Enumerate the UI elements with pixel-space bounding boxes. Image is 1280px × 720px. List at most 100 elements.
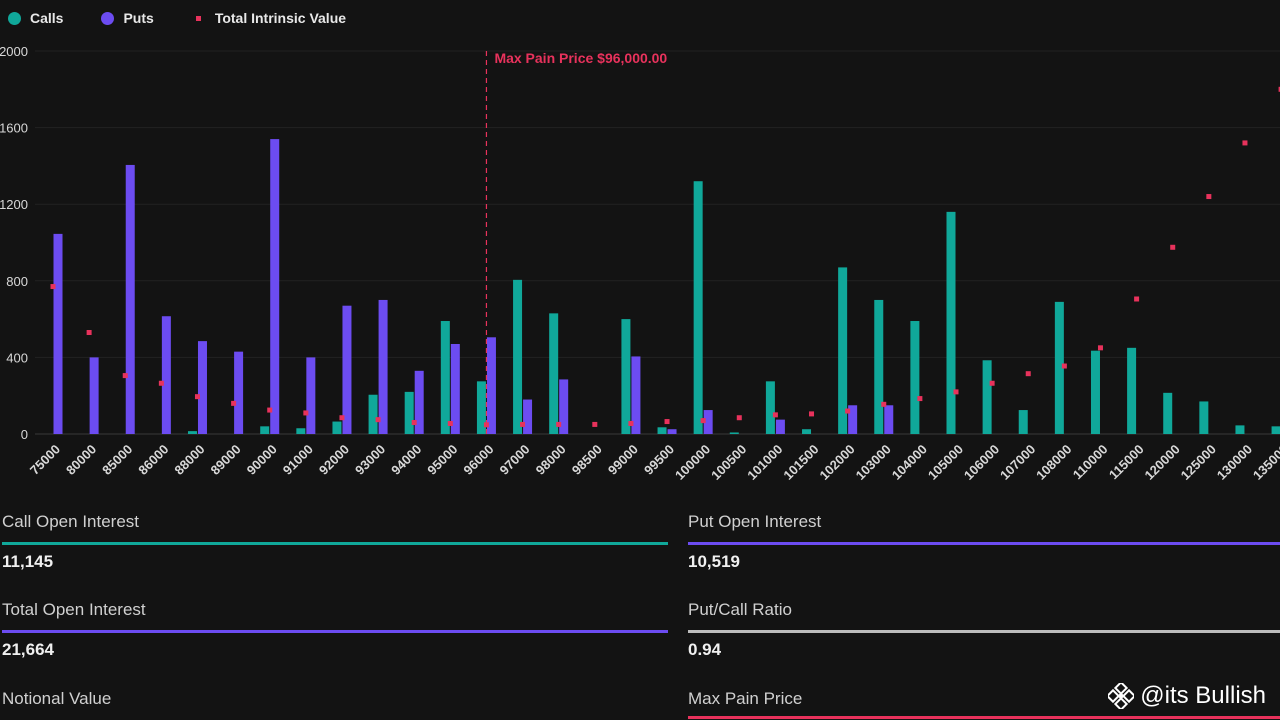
- call-bar: [874, 299, 884, 434]
- call-bar: [657, 427, 667, 434]
- put-bar: [631, 356, 641, 434]
- max-pain-label: Max Pain Price $96,000.00: [494, 50, 667, 66]
- x-tick-label: 120000: [1142, 442, 1183, 483]
- x-tick-label: 89000: [208, 442, 244, 478]
- call-bar: [1163, 392, 1173, 434]
- call-bar: [1235, 425, 1245, 434]
- intrinsic-point: [520, 421, 526, 427]
- intrinsic-point: [86, 330, 92, 336]
- y-tick-label: 2000: [0, 44, 28, 59]
- put-bar: [884, 405, 894, 434]
- x-tick-label: 95000: [424, 442, 460, 478]
- intrinsic-point: [845, 408, 851, 414]
- x-tick-label: 96000: [460, 442, 496, 478]
- stat-value: 11,145: [2, 552, 54, 571]
- intrinsic-point: [303, 410, 309, 416]
- stat-underline: [688, 542, 1280, 545]
- intrinsic-point: [50, 284, 56, 290]
- x-tick-label: 101500: [780, 442, 821, 483]
- y-tick-label: 1200: [0, 197, 28, 212]
- put-bar: [523, 399, 533, 434]
- intrinsic-point: [664, 419, 670, 425]
- legend-item-intrinsic[interactable]: Total Intrinsic Value: [184, 10, 346, 26]
- intrinsic-point: [1170, 244, 1176, 250]
- stat-label: Notional Value: [2, 689, 112, 708]
- intrinsic-point: [917, 396, 923, 402]
- intrinsic-point: [267, 407, 273, 413]
- put-bar: [450, 343, 460, 434]
- x-tick-label: 100500: [708, 442, 749, 483]
- stat-value: 10,519: [688, 552, 740, 571]
- call-bar: [1090, 350, 1100, 434]
- intrinsic-point: [953, 389, 959, 395]
- y-tick-label: 800: [6, 274, 28, 289]
- call-bar: [1127, 347, 1137, 434]
- watermark-text: @its Bullish: [1140, 682, 1266, 709]
- binance-logo-icon: [1108, 683, 1135, 709]
- put-bar: [775, 419, 785, 434]
- x-tick-label: 135000: [1250, 442, 1280, 483]
- call-bar: [910, 321, 920, 434]
- call-bar: [1271, 426, 1280, 434]
- watermark: @its Bullish: [1108, 682, 1266, 710]
- call-bar: [693, 181, 703, 434]
- x-tick-label: 91000: [280, 442, 316, 478]
- stat-underline: [2, 542, 668, 545]
- x-tick-label: 75000: [27, 442, 63, 478]
- put-bar: [161, 316, 171, 434]
- y-tick-label: 1600: [0, 121, 28, 136]
- stat-value: 0.94: [688, 640, 722, 659]
- intrinsic-point: [592, 421, 598, 427]
- intrinsic-point: [1206, 194, 1212, 200]
- call-bar: [549, 313, 559, 434]
- x-tick-label: 107000: [997, 442, 1038, 483]
- put-bar: [559, 379, 569, 434]
- legend-item-calls[interactable]: Calls: [0, 10, 63, 26]
- stat-label: Put/Call Ratio: [688, 600, 792, 619]
- x-tick-label: 98500: [569, 442, 605, 478]
- call-bar: [332, 421, 342, 434]
- stat-underline: [688, 716, 1280, 719]
- chart-legend: Calls Puts Total Intrinsic Value: [0, 8, 376, 28]
- x-tick-label: 108000: [1033, 442, 1074, 483]
- intrinsic-point: [231, 400, 237, 406]
- intrinsic-point: [809, 411, 815, 417]
- call-bar: [404, 391, 414, 434]
- intrinsic-point: [194, 394, 200, 400]
- put-bar: [234, 351, 244, 434]
- intrinsic-point: [628, 420, 634, 426]
- call-bar: [368, 394, 378, 434]
- stat-max-pain-price: Max Pain Price: [688, 688, 1280, 719]
- put-bar: [89, 357, 99, 434]
- intrinsic-point: [411, 420, 417, 426]
- legend-item-puts[interactable]: Puts: [93, 10, 154, 26]
- x-tick-label: 110000: [1070, 442, 1111, 483]
- x-tick-label: 93000: [352, 442, 388, 478]
- intrinsic-point: [1025, 371, 1031, 377]
- put-bar: [270, 139, 280, 434]
- stat-label: Max Pain Price: [688, 689, 803, 708]
- x-tick-label: 97000: [497, 442, 533, 478]
- call-bar: [729, 432, 739, 434]
- put-bar: [53, 233, 63, 434]
- call-bar: [187, 431, 197, 434]
- stat-label: Call Open Interest: [2, 512, 140, 531]
- x-tick-label: 101000: [744, 442, 785, 483]
- put-bar: [125, 164, 135, 434]
- x-tick-label: 106000: [961, 442, 1002, 483]
- intrinsic-point: [375, 417, 381, 423]
- intrinsic-point: [447, 420, 453, 426]
- x-tick-label: 90000: [244, 442, 280, 478]
- x-tick-label: 115000: [1106, 442, 1147, 483]
- intrinsic-point: [122, 373, 128, 379]
- put-bar: [667, 429, 677, 434]
- intrinsic-square-icon: [195, 15, 201, 21]
- intrinsic-point: [1134, 296, 1140, 302]
- x-tick-label: 88000: [171, 442, 207, 478]
- intrinsic-point: [989, 380, 995, 386]
- x-tick-label: 80000: [63, 442, 99, 478]
- x-tick-label: 100000: [672, 442, 713, 483]
- x-tick-label: 102000: [816, 442, 857, 483]
